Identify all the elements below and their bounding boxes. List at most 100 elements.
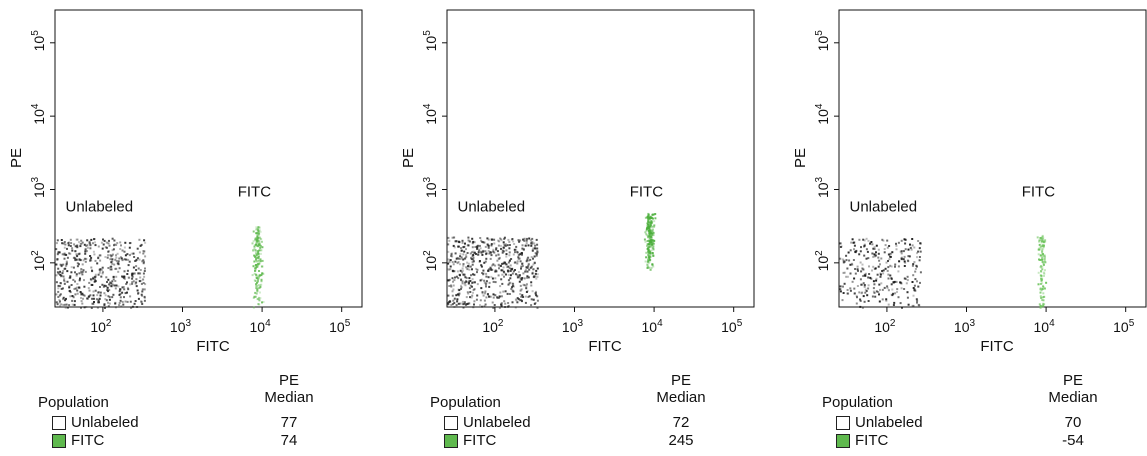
data-point — [109, 268, 112, 271]
data-point — [875, 244, 878, 247]
data-point — [254, 291, 257, 294]
data-point — [502, 243, 505, 246]
data-point — [92, 297, 95, 300]
data-point — [525, 283, 528, 286]
population-name: Unlabeled — [855, 414, 923, 431]
data-point — [81, 263, 84, 266]
data-point — [80, 292, 83, 295]
data-point — [508, 244, 511, 246]
data-point — [869, 242, 872, 245]
data-point — [108, 239, 110, 242]
data-point — [889, 274, 892, 277]
data-point — [647, 212, 650, 215]
data-point — [852, 259, 855, 261]
data-point — [453, 302, 456, 304]
data-point — [521, 252, 523, 255]
data-point — [913, 284, 916, 287]
data-point — [88, 240, 91, 243]
data-point — [646, 215, 649, 218]
data-point — [481, 272, 483, 274]
data-point — [447, 262, 450, 265]
data-point — [120, 305, 123, 308]
data-point — [66, 306, 69, 309]
data-point — [257, 303, 260, 306]
data-point — [471, 242, 474, 245]
data-point — [131, 273, 134, 276]
data-point — [647, 243, 650, 246]
y-tick-label: 102 — [422, 250, 439, 272]
data-point — [70, 266, 73, 269]
scatter-plot-1: 102 103 104 105102103104105FITCPEUnlabeledF… — [8, 9, 363, 355]
y-tick-label: 105 — [30, 30, 47, 52]
data-point — [489, 266, 492, 269]
data-point — [128, 246, 131, 249]
data-point — [650, 239, 653, 242]
data-point — [123, 296, 125, 299]
data-point — [458, 292, 461, 295]
x-tick-label: 103 — [170, 318, 192, 335]
data-point — [501, 262, 503, 265]
data-point — [518, 240, 521, 243]
data-point — [459, 258, 462, 260]
data-point — [473, 288, 476, 291]
data-point — [850, 241, 853, 244]
data-point — [524, 295, 527, 298]
data-point — [63, 246, 66, 249]
data-point — [448, 239, 451, 242]
series-unlabeled-points — [447, 236, 539, 309]
data-point — [652, 248, 655, 251]
data-point — [649, 236, 652, 239]
data-point — [133, 272, 136, 275]
data-point — [252, 306, 255, 309]
data-point — [56, 271, 59, 274]
data-point — [78, 258, 81, 261]
data-point — [1041, 288, 1044, 291]
data-point — [649, 232, 652, 235]
data-point — [141, 260, 144, 263]
data-point — [484, 292, 486, 295]
data-point — [485, 285, 487, 288]
data-point — [131, 277, 134, 280]
data-point — [859, 298, 862, 301]
data-point — [63, 279, 65, 282]
data-point — [465, 277, 468, 279]
data-point — [536, 251, 539, 254]
data-point — [461, 241, 464, 244]
x-tick-label: 104 — [1034, 318, 1056, 335]
data-point — [456, 300, 459, 303]
data-point — [839, 285, 842, 288]
data-point — [84, 260, 87, 263]
data-point — [485, 257, 488, 260]
data-point — [259, 258, 262, 261]
data-point — [257, 240, 260, 243]
data-point — [859, 250, 862, 253]
data-point — [92, 294, 95, 297]
data-point — [143, 299, 146, 302]
data-point — [520, 288, 523, 291]
data-point — [259, 252, 262, 255]
data-point — [865, 257, 868, 260]
data-point — [471, 261, 474, 263]
data-point — [80, 270, 82, 273]
data-point — [908, 255, 911, 258]
data-point — [452, 280, 454, 283]
data-point — [454, 260, 457, 263]
data-point — [75, 274, 78, 277]
data-point — [261, 246, 264, 249]
data-point — [97, 245, 100, 248]
population-annotation: Unlabeled — [457, 199, 525, 216]
data-point — [503, 236, 506, 239]
data-point — [101, 269, 104, 271]
data-point — [453, 246, 456, 249]
data-point — [111, 258, 114, 261]
data-point — [103, 292, 106, 295]
data-point — [73, 243, 76, 246]
data-point — [474, 246, 477, 248]
data-point — [137, 292, 140, 294]
data-point — [111, 296, 114, 299]
data-point — [451, 294, 454, 297]
data-point — [86, 246, 89, 249]
data-point — [501, 282, 504, 285]
data-point — [479, 299, 482, 302]
data-point — [260, 280, 263, 283]
